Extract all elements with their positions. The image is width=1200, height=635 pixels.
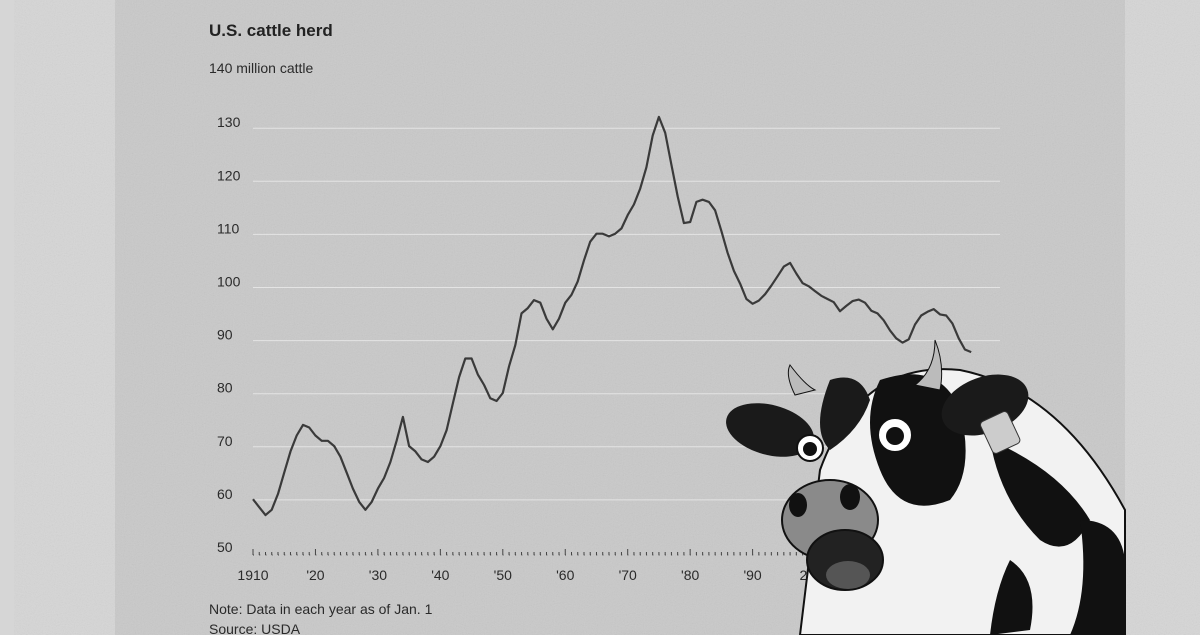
cartoon-cow-icon xyxy=(726,339,1126,635)
y-unit-label: 140 million cattle xyxy=(209,60,313,76)
y-tick-label: 70 xyxy=(217,433,233,449)
chart-title: U.S. cattle herd xyxy=(209,21,333,40)
y-tick-label: 60 xyxy=(217,486,233,502)
x-tick-label: '70 xyxy=(619,567,637,583)
x-tick-label: '90 xyxy=(743,567,761,583)
x-tick-label: '30 xyxy=(369,567,387,583)
chart-source: Source: USDA xyxy=(209,621,301,635)
y-tick-label: 50 xyxy=(217,539,233,555)
x-tick-label: '40 xyxy=(431,567,449,583)
y-tick-label: 110 xyxy=(217,220,240,236)
x-tick-label: '60 xyxy=(556,567,574,583)
y-tick-label: 120 xyxy=(217,167,241,183)
y-tick-label: 90 xyxy=(217,327,233,343)
x-tick-label: '20 xyxy=(306,567,324,583)
x-tick-label: 1910 xyxy=(237,567,268,583)
y-tick-label: 80 xyxy=(217,380,233,396)
series-line-cattle-herd xyxy=(252,115,972,517)
y-tick-label: 130 xyxy=(217,114,241,130)
y-tick-label: 100 xyxy=(217,274,241,290)
x-tick-label: '50 xyxy=(494,567,512,583)
x-tick-label: '80 xyxy=(681,567,699,583)
chart-note: Note: Data in each year as of Jan. 1 xyxy=(209,601,433,617)
